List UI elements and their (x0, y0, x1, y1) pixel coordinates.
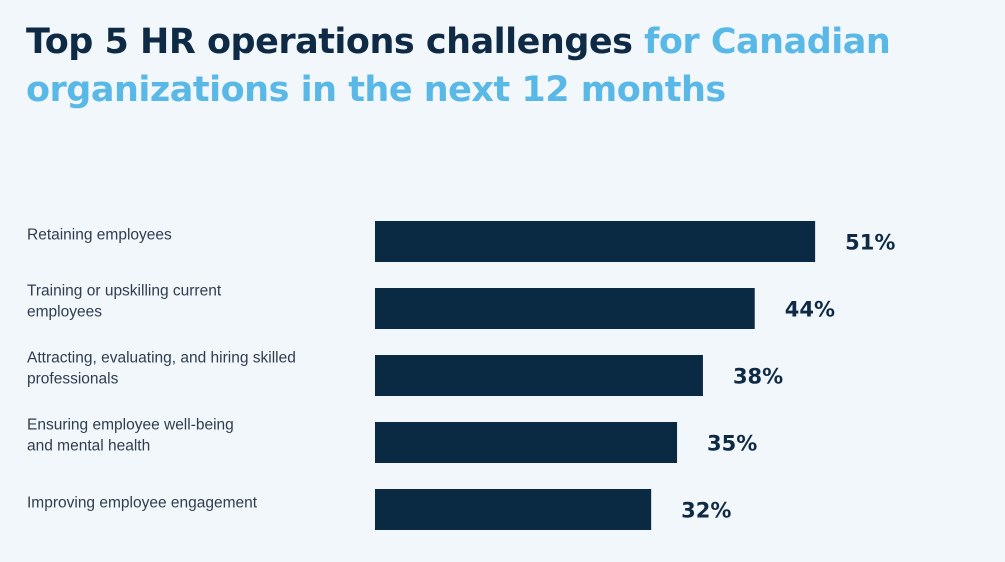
category-label-line: Attracting, evaluating, and hiring skill… (27, 350, 296, 367)
bar-2 (375, 288, 755, 329)
bar-4 (375, 422, 678, 463)
category-label-line: professionals (27, 371, 119, 388)
chart-title-primary: Top 5 HR operations challenges (26, 22, 633, 62)
value-label-3: 38% (733, 365, 783, 389)
value-label-4: 35% (707, 432, 757, 456)
category-label-line: Retaining employees (27, 227, 172, 244)
category-label-1: Retaining employees (27, 227, 172, 244)
chart-title: Top 5 HR operations challenges for Canad… (26, 18, 986, 114)
bar-3 (375, 355, 703, 396)
bar-1 (375, 221, 816, 262)
chart-title-highlight: for Canadian organizations in the next 1… (26, 22, 891, 110)
value-label-1: 51% (845, 231, 895, 255)
category-label-5: Improving employee engagement (27, 495, 258, 512)
value-label-5: 32% (681, 499, 731, 523)
category-label-4: Ensuring employee well-being and mental h… (27, 417, 234, 455)
category-label-line: employees (27, 304, 102, 321)
category-label-line: and mental health (27, 438, 150, 455)
category-label-line: Training or upskilling current (27, 283, 222, 300)
category-label-2: Training or upskilling current employees (27, 283, 222, 321)
value-label-2: 44% (785, 298, 835, 322)
category-label-line: Improving employee engagement (27, 495, 258, 512)
category-label-line: Ensuring employee well-being (27, 417, 234, 434)
category-label-3: Attracting, evaluating, and hiring skill… (27, 350, 296, 388)
bar-5 (375, 489, 652, 530)
